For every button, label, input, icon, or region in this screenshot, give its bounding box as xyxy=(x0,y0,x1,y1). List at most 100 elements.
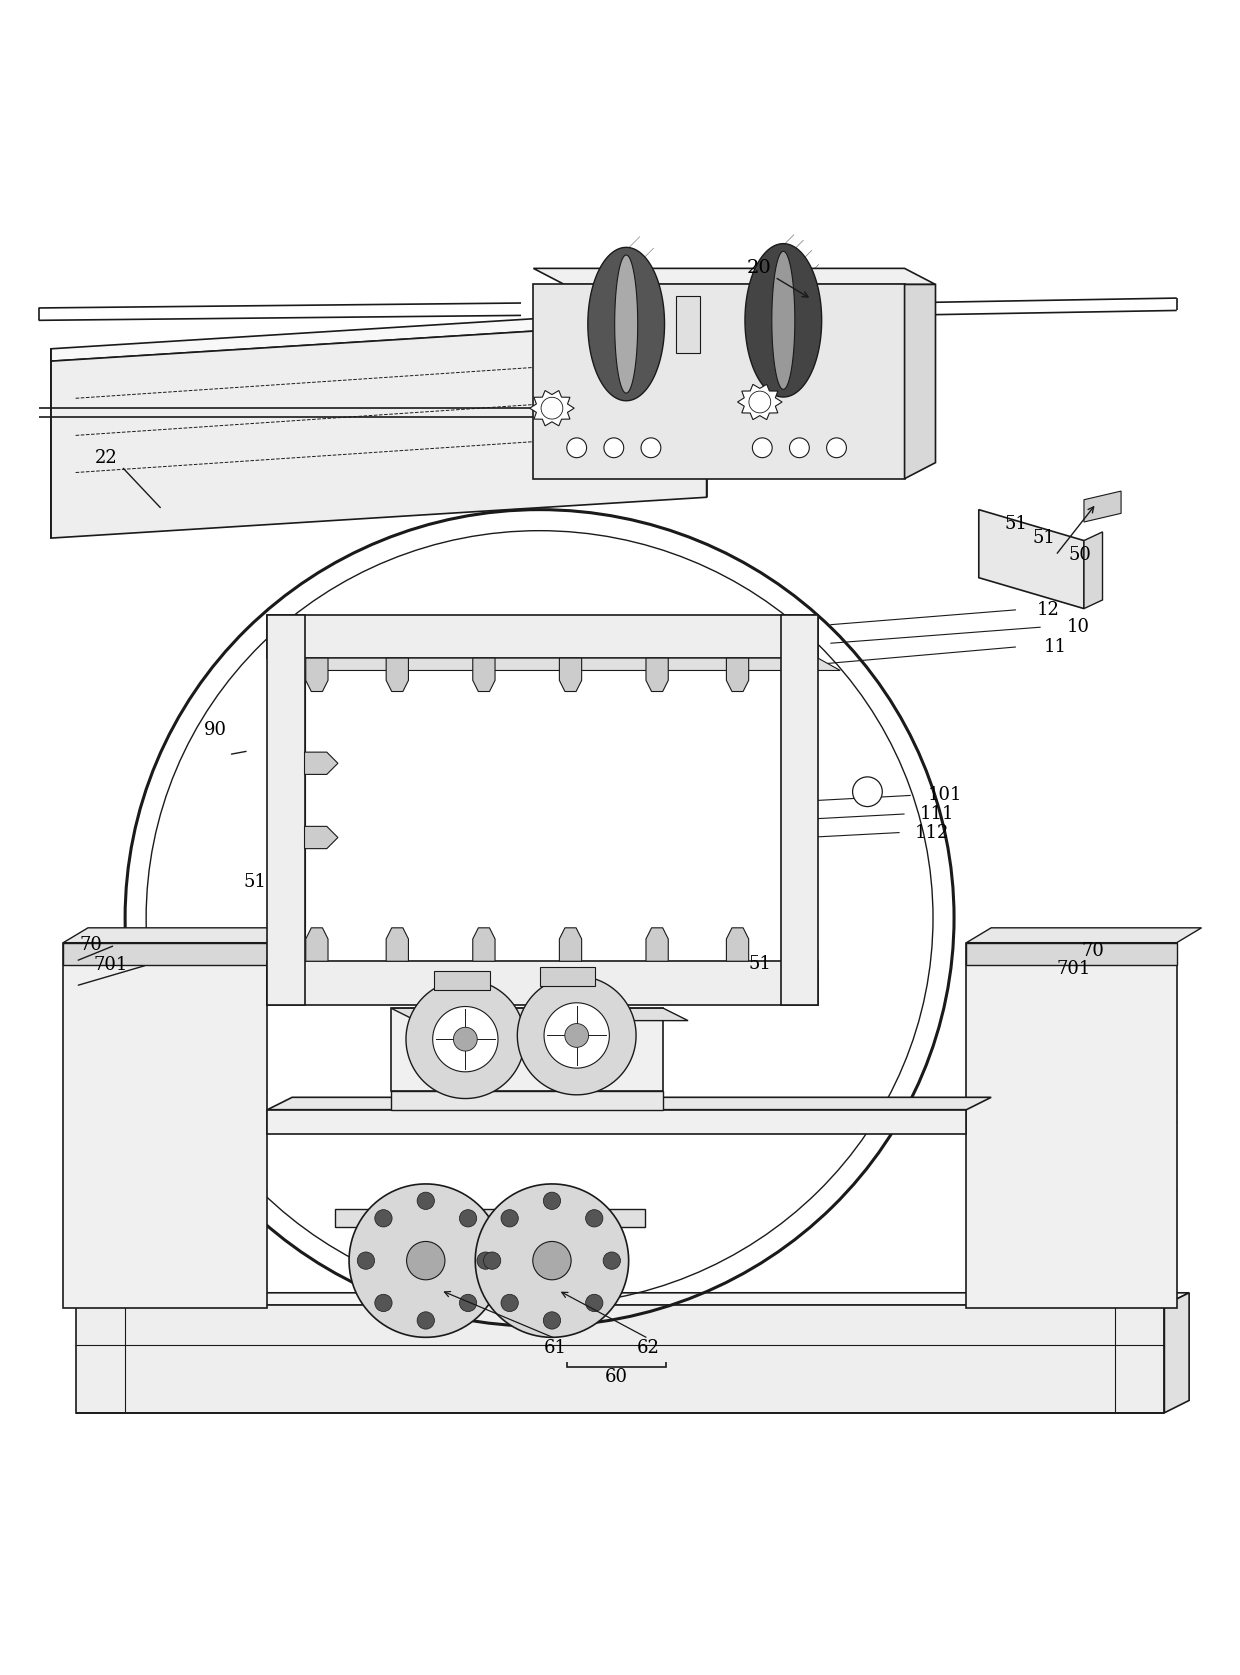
Polygon shape xyxy=(350,1184,502,1337)
Polygon shape xyxy=(472,658,495,692)
Circle shape xyxy=(541,397,563,419)
Polygon shape xyxy=(391,1090,663,1111)
Polygon shape xyxy=(1084,533,1102,608)
Polygon shape xyxy=(533,285,904,479)
Polygon shape xyxy=(646,928,668,961)
Polygon shape xyxy=(966,928,1202,943)
Polygon shape xyxy=(433,1007,498,1072)
Text: 61: 61 xyxy=(544,1340,567,1357)
Text: 12: 12 xyxy=(1037,601,1059,618)
Polygon shape xyxy=(305,826,339,849)
Text: 701: 701 xyxy=(1056,960,1091,978)
Polygon shape xyxy=(63,943,268,1308)
Polygon shape xyxy=(63,943,268,965)
Text: 51: 51 xyxy=(1004,516,1028,533)
Polygon shape xyxy=(646,658,668,692)
Circle shape xyxy=(459,1295,476,1312)
Circle shape xyxy=(357,1251,374,1270)
Polygon shape xyxy=(727,658,749,692)
Polygon shape xyxy=(365,1238,487,1283)
Polygon shape xyxy=(1084,491,1121,523)
Polygon shape xyxy=(533,268,935,285)
Circle shape xyxy=(604,437,624,457)
Polygon shape xyxy=(76,1305,1164,1412)
Text: 101: 101 xyxy=(928,787,962,804)
Polygon shape xyxy=(615,255,637,394)
Polygon shape xyxy=(491,1238,614,1283)
Polygon shape xyxy=(544,1003,609,1069)
Text: 701: 701 xyxy=(93,956,128,973)
Circle shape xyxy=(374,1295,392,1312)
Circle shape xyxy=(603,1251,620,1270)
Circle shape xyxy=(501,1295,518,1312)
Polygon shape xyxy=(51,308,707,362)
Polygon shape xyxy=(386,658,408,692)
Polygon shape xyxy=(588,248,665,400)
Polygon shape xyxy=(268,615,818,658)
Text: 20: 20 xyxy=(746,260,771,278)
Circle shape xyxy=(585,1295,603,1312)
Text: 51: 51 xyxy=(1033,529,1055,548)
Polygon shape xyxy=(454,1027,477,1050)
Text: 70: 70 xyxy=(79,936,102,955)
Polygon shape xyxy=(386,928,408,961)
Polygon shape xyxy=(268,658,841,670)
Text: 60: 60 xyxy=(605,1368,627,1385)
Polygon shape xyxy=(559,658,582,692)
Text: 11: 11 xyxy=(1044,638,1066,657)
Polygon shape xyxy=(76,1293,1189,1305)
Polygon shape xyxy=(391,1008,663,1090)
Text: 10: 10 xyxy=(1066,618,1089,637)
Circle shape xyxy=(641,437,661,457)
Polygon shape xyxy=(529,390,574,425)
Polygon shape xyxy=(559,928,582,961)
Circle shape xyxy=(749,390,771,412)
Text: 51: 51 xyxy=(243,873,267,891)
Text: 70: 70 xyxy=(1081,943,1104,960)
Text: 50: 50 xyxy=(1069,546,1091,564)
Circle shape xyxy=(501,1209,518,1228)
Polygon shape xyxy=(904,285,935,479)
Text: 111: 111 xyxy=(920,806,954,822)
Polygon shape xyxy=(336,1209,645,1228)
Circle shape xyxy=(753,437,773,457)
Polygon shape xyxy=(268,1097,991,1111)
Circle shape xyxy=(484,1251,501,1270)
Circle shape xyxy=(459,1209,476,1228)
Polygon shape xyxy=(305,752,339,774)
Polygon shape xyxy=(268,961,818,1005)
Polygon shape xyxy=(1164,1293,1189,1412)
Circle shape xyxy=(417,1193,434,1209)
Polygon shape xyxy=(306,928,329,961)
Circle shape xyxy=(417,1312,434,1330)
Polygon shape xyxy=(771,251,795,389)
Polygon shape xyxy=(966,943,1177,965)
Polygon shape xyxy=(475,1184,629,1337)
Polygon shape xyxy=(745,243,822,397)
Circle shape xyxy=(407,1241,445,1280)
Circle shape xyxy=(533,1241,572,1280)
Polygon shape xyxy=(727,928,749,961)
Text: 51: 51 xyxy=(749,955,771,973)
Circle shape xyxy=(827,437,847,457)
Polygon shape xyxy=(268,615,305,1005)
Polygon shape xyxy=(472,928,495,961)
Circle shape xyxy=(567,437,587,457)
Circle shape xyxy=(374,1209,392,1228)
Polygon shape xyxy=(781,615,818,1005)
Polygon shape xyxy=(676,295,701,352)
Polygon shape xyxy=(63,928,293,943)
Circle shape xyxy=(853,777,883,807)
Polygon shape xyxy=(268,1111,966,1134)
Text: 112: 112 xyxy=(915,824,949,841)
Polygon shape xyxy=(978,509,1084,608)
Text: 90: 90 xyxy=(203,720,227,739)
Polygon shape xyxy=(966,943,1177,1308)
Polygon shape xyxy=(305,658,781,961)
Polygon shape xyxy=(306,658,329,692)
Circle shape xyxy=(543,1193,560,1209)
Polygon shape xyxy=(405,980,525,1099)
Polygon shape xyxy=(539,968,595,987)
Polygon shape xyxy=(434,971,490,990)
Circle shape xyxy=(477,1251,495,1270)
